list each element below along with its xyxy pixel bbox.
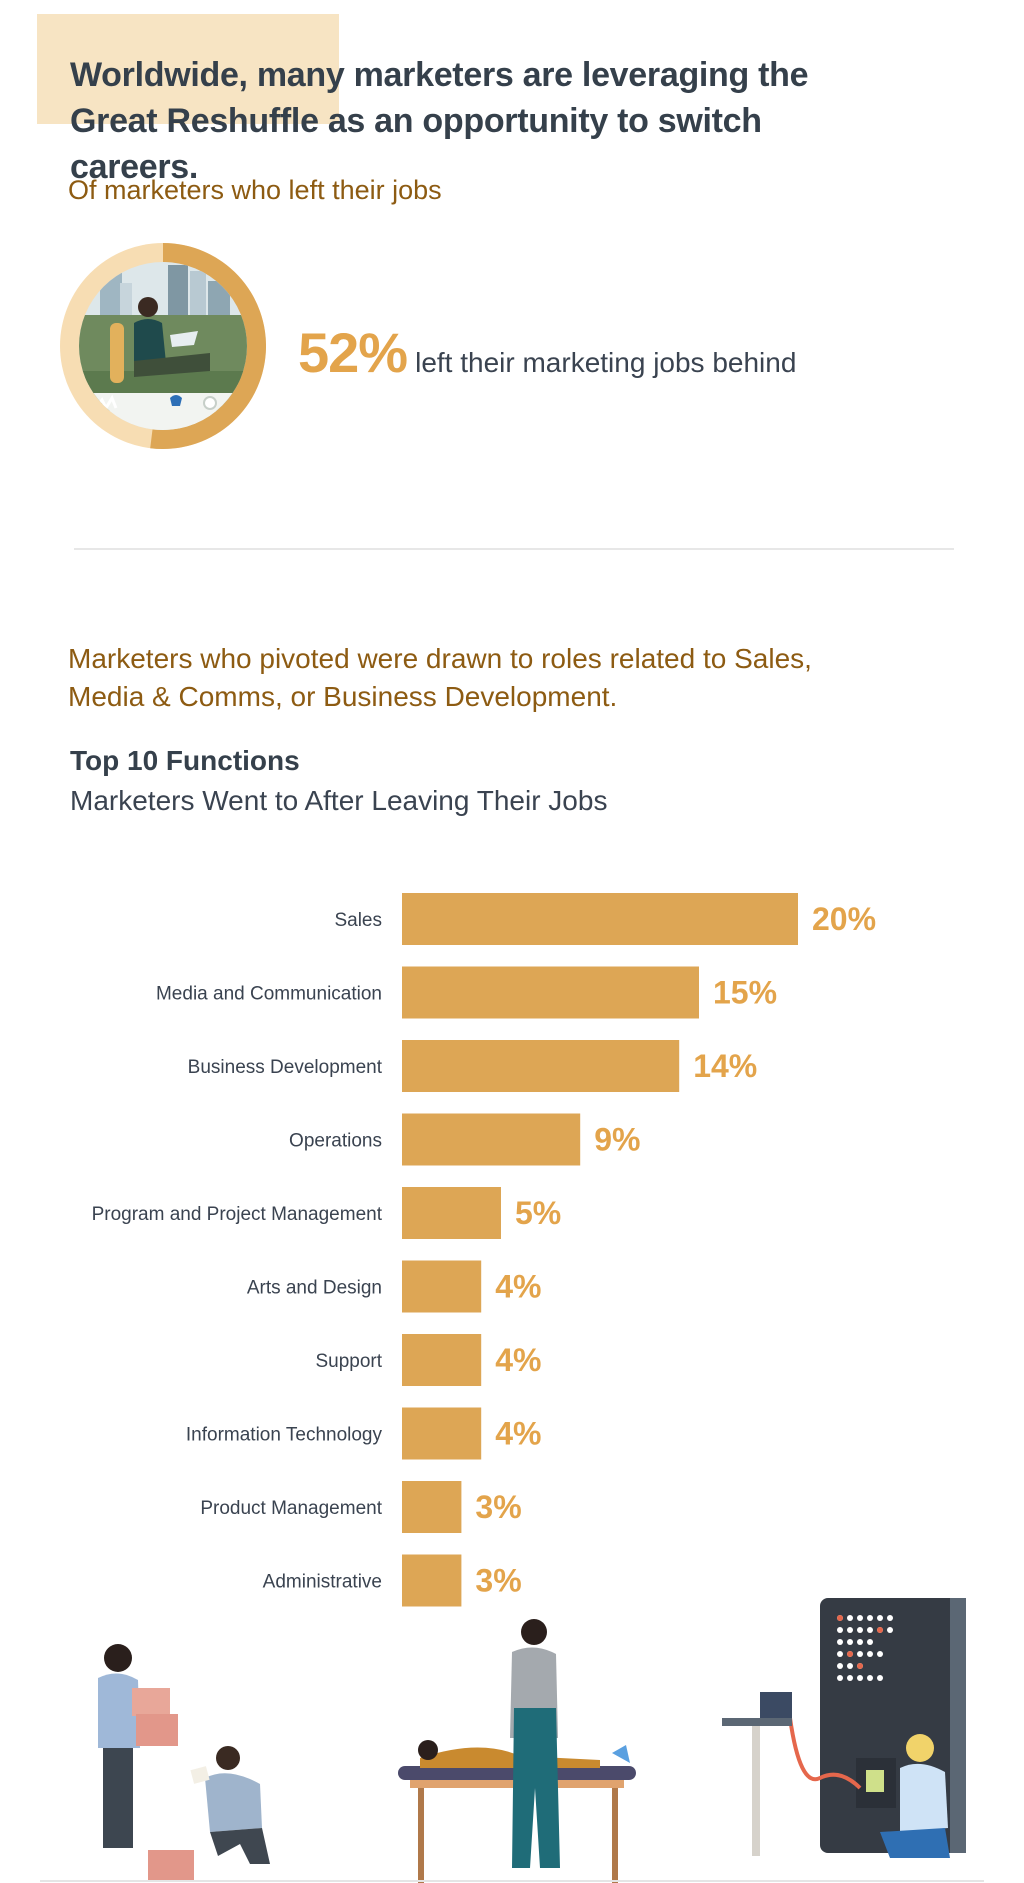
stat-value: 52% — [298, 321, 408, 384]
pivot-summary: Marketers who pivoted were drawn to role… — [68, 640, 928, 716]
movers-illustration — [98, 1644, 270, 1882]
footer-baseline — [40, 1880, 984, 1882]
bar-category-label: Media and Communication — [156, 984, 382, 1005]
footer-illustrations — [40, 1598, 984, 1883]
headline-highlight — [37, 14, 339, 124]
bar — [402, 1554, 462, 1607]
bar-category-label: Support — [315, 1351, 382, 1372]
pivot-line-2: Media & Comms, or Business Development. — [68, 681, 618, 712]
bar — [402, 1334, 482, 1386]
bar — [402, 966, 699, 1019]
bar-value-label: 4% — [495, 1342, 541, 1378]
bar — [402, 1040, 680, 1092]
headline-line-2: Great Reshuffle as an opportunity to swi… — [70, 102, 762, 186]
bar-category-label: Program and Project Management — [92, 1204, 383, 1225]
remote-worker-illustration — [60, 243, 267, 449]
bar-value-label: 3% — [475, 1563, 521, 1599]
section-divider — [74, 548, 954, 550]
bar — [402, 1407, 482, 1460]
bar-value-label: 4% — [495, 1269, 541, 1305]
page-headline: Worldwide, many marketers are leveraging… — [70, 52, 890, 190]
stat-text: left their marketing jobs behind — [415, 347, 797, 378]
functions-bar-chart: Sales 20% Media and Communication 15% Busine… — [92, 893, 876, 1607]
physio-illustration — [398, 1619, 636, 1883]
headline-line-1: Worldwide, many marketers are leveraging… — [70, 56, 809, 94]
bar — [402, 1260, 482, 1313]
chart-title: Top 10 Functions — [70, 745, 300, 776]
bar-value-label: 9% — [594, 1122, 640, 1158]
bar-category-label: Operations — [289, 1131, 382, 1152]
bar-value-label: 4% — [495, 1416, 541, 1452]
bar-value-label: 14% — [693, 1048, 757, 1084]
bar — [402, 893, 798, 945]
section-subheading: Of marketers who left their jobs — [68, 175, 442, 205]
chart-subtitle: Marketers Went to After Leaving Their Jo… — [70, 785, 608, 816]
bar-value-label: 20% — [812, 901, 876, 937]
bar-value-label: 3% — [475, 1489, 521, 1525]
bar-value-label: 15% — [713, 975, 777, 1011]
server-technician-illustration — [722, 1598, 966, 1858]
bar-category-label: Information Technology — [186, 1425, 383, 1446]
bar-category-label: Arts and Design — [247, 1278, 382, 1299]
bar-category-label: Business Development — [188, 1057, 383, 1078]
bar-category-label: Administrative — [263, 1572, 382, 1593]
bar — [402, 1113, 581, 1166]
bar-value-label: 5% — [515, 1195, 561, 1231]
bar-category-label: Product Management — [200, 1498, 382, 1519]
pivot-line-1: Marketers who pivoted were drawn to role… — [68, 643, 812, 674]
bar — [402, 1481, 462, 1533]
progress-ring-illustration — [60, 243, 267, 449]
bar-category-label: Sales — [334, 910, 382, 931]
headline-stat: 52% left their marketing jobs behind — [298, 320, 796, 385]
bar — [402, 1187, 501, 1239]
